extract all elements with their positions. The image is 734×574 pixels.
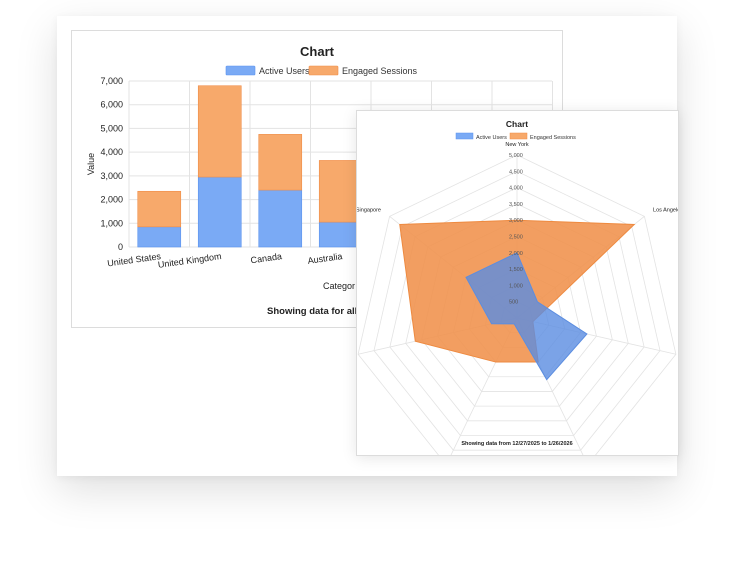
radar-legend-label-active-users: Active Users [476,135,507,141]
radar-chart: Chart Active Users Engaged Sessions 500 1… [357,119,678,455]
bar-active-users-united-kingdom [197,176,242,248]
x-tick-label-united-kingdom: United Kingdom [157,251,222,270]
radar-chart-card: Chart Active Users Engaged Sessions 500 1… [356,110,679,456]
x-tick-label-united-states: United States [107,251,162,268]
y-tick-label: 2,000 [100,195,123,205]
bar-active-users-australia [318,221,363,248]
x-tick-label-canada: Canada [250,251,283,265]
y-tick-label: 6,000 [100,100,123,110]
bar-chart-bars [137,85,363,248]
bar-chart-y-ticks: 0 1,000 2,000 3,000 4,000 5,000 6,000 7,000 [100,76,123,252]
bar-active-users-united-states [137,226,182,248]
radar-chart-footer: Showing data from 12/27/2025 to 1/26/202… [461,441,572,447]
bar-chart-title: Chart [300,44,335,59]
y-tick-label: 3,000 [100,171,123,181]
radar-axis-label-new-york: New York [505,142,528,148]
bar-active-users-canada [258,189,303,248]
legend-label-active-users: Active Users [259,66,310,76]
y-tick-label: 7,000 [100,76,123,86]
radar-tick-label: 5,000 [509,153,523,159]
radar-tick-label: 2,000 [509,251,523,257]
radar-grid-ring [373,170,661,451]
x-tick-label-australia: Australia [307,251,343,266]
radar-legend-swatch-engaged-sessions [509,132,528,140]
legend-label-engaged-sessions: Engaged Sessions [342,66,418,76]
radar-axis-label-singapore: Singapore [357,208,381,214]
radar-tick-label: 1,000 [509,283,523,289]
radar-tick-label: 500 [509,300,518,306]
radar-legend-swatch-active-users [455,132,474,140]
radar-tick-label: 2,500 [509,235,523,241]
radar-tick-label: 4,500 [509,169,523,175]
legend-swatch-engaged-sessions [308,65,339,76]
y-tick-label: 5,000 [100,123,123,133]
radar-tick-label: 3,000 [509,218,523,224]
bar-chart-y-axis-label: Value [86,153,96,175]
bar-engaged-sessions-canada [258,134,303,191]
bar-chart-legend: Active Users Engaged Sessions [225,65,418,76]
radar-tick-label: 1,500 [509,267,523,273]
radar-tick-label: 3,500 [509,202,523,208]
bar-chart-footer: Showing data for all t [267,306,364,317]
y-tick-label: 4,000 [100,147,123,157]
radar-chart-areas [399,219,636,381]
radar-grid-ring [357,154,677,455]
legend-swatch-active-users [225,65,256,76]
radar-area-active-users [465,252,588,381]
y-tick-label: 0 [118,242,123,252]
bar-engaged-sessions-united-kingdom [197,85,242,178]
radar-chart-title: Chart [506,119,528,129]
stacked-bar-chart: Chart Active Users Engaged Sessions 0 1,0… [86,44,553,317]
radar-chart-legend: Active Users Engaged Sessions [455,132,576,141]
bar-engaged-sessions-united-states [137,190,182,228]
radar-legend-label-engaged-sessions: Engaged Sessions [530,135,576,141]
y-tick-label: 1,000 [100,218,123,228]
radar-tick-label: 4,000 [509,186,523,192]
bar-engaged-sessions-australia [318,160,363,223]
radar-chart-radial-ticks: 500 1,000 1,500 2,000 2,500 3,000 3,500 4,000 4,… [509,153,523,306]
bar-chart-x-axis-label: Categor [323,281,355,291]
radar-axis-label-los-angeles: Los Angeles [653,208,678,214]
